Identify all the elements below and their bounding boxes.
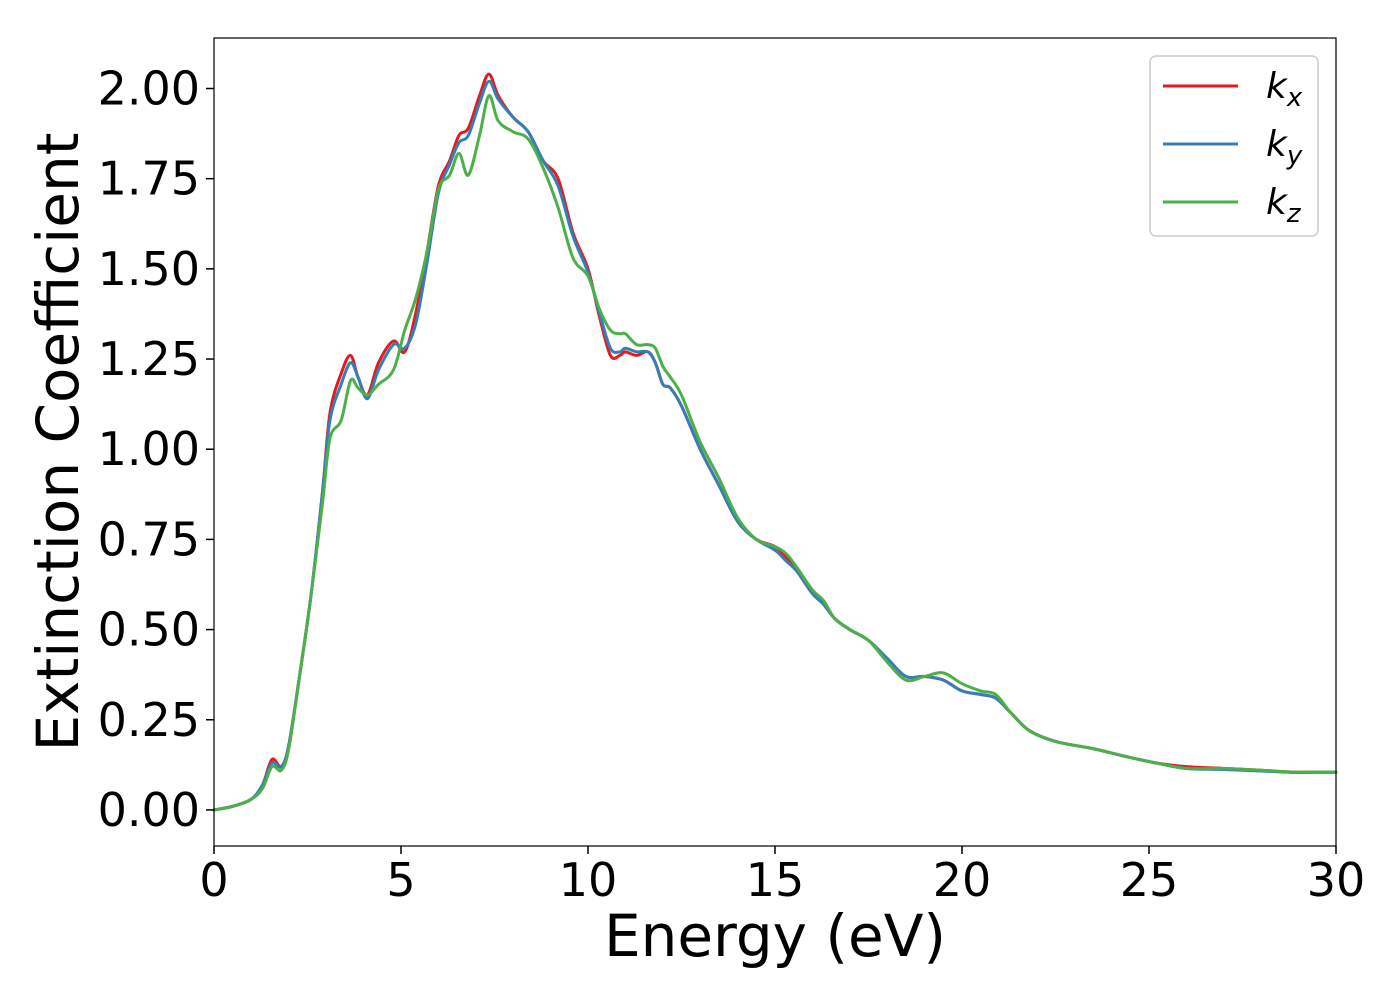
x-tick-label: 25: [1120, 853, 1179, 907]
y-axis-title: Extinction Coefficient: [24, 133, 92, 752]
legend-label-subscript: x: [1286, 83, 1303, 113]
legend-label-ky: ky: [1266, 124, 1303, 171]
legend-box: [1149, 55, 1319, 237]
y-tick-label: 1.25: [98, 332, 200, 386]
legend-label-main: k: [1266, 182, 1289, 223]
legend-label-main: k: [1266, 66, 1289, 107]
y-tick-label: 0.75: [98, 512, 200, 566]
x-axis-title: Energy (eV): [604, 902, 946, 970]
series-layer: [212, 72, 1338, 812]
y-axis: 0.00 0.25 0.50 0.75 1.00 1.25 1.50 1.75 2.00: [98, 62, 214, 837]
legend-label-main: k: [1266, 124, 1289, 165]
y-tick-label: 2.00: [98, 62, 200, 116]
series-line-kz: [212, 94, 1338, 812]
x-axis: 0 5 10 15 20 25 30: [199, 846, 1365, 907]
y-tick-label: 0.50: [98, 603, 200, 657]
x-tick-label: 20: [933, 853, 992, 907]
y-tick-label: 1.75: [98, 152, 200, 206]
x-tick-label: 10: [559, 853, 618, 907]
x-tick-label: 5: [386, 853, 415, 907]
y-tick-label: 0.25: [98, 693, 200, 747]
x-tick-label: 30: [1307, 853, 1366, 907]
legend-label-subscript: z: [1286, 199, 1302, 229]
y-tick-label: 0.00: [98, 783, 200, 837]
legend-label-subscript: y: [1286, 141, 1303, 171]
x-tick-label: 15: [746, 853, 805, 907]
y-tick-label: 1.50: [98, 242, 200, 296]
series-line-ky: [212, 79, 1338, 812]
legend-label-kx: kx: [1266, 66, 1303, 113]
legend-label-kz: kz: [1266, 182, 1302, 229]
x-tick-label: 0: [199, 853, 228, 907]
y-tick-label: 1.00: [98, 422, 200, 476]
